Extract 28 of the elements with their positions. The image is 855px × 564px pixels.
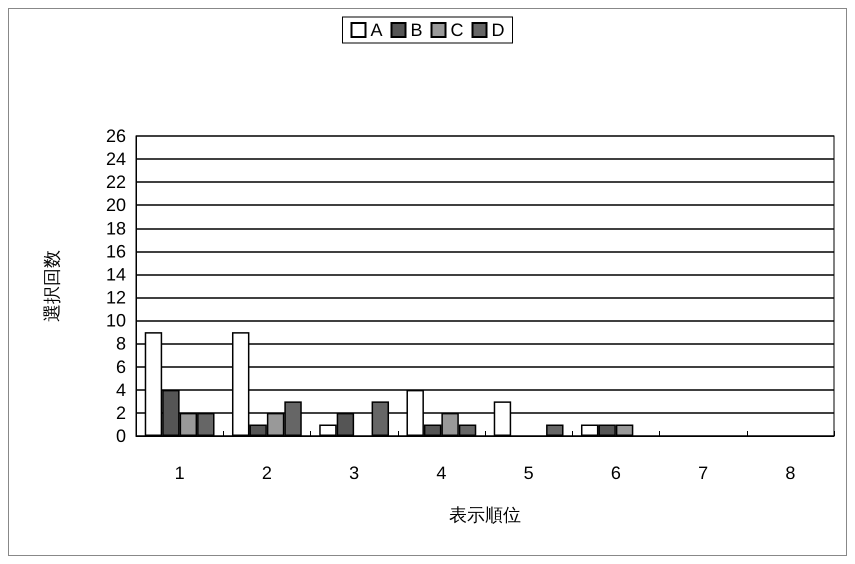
y-axis-title: 選択回数 (42, 250, 62, 322)
y-tick-label: 24 (106, 149, 126, 170)
x-tick-label: 7 (698, 463, 708, 483)
x-tick-label: 4 (436, 463, 446, 483)
y-tick-label: 4 (116, 380, 126, 400)
y-tick-label: 10 (106, 310, 126, 331)
y-tick-label: 6 (116, 356, 126, 377)
legend-label: C (450, 20, 464, 40)
y-tick-label: 18 (106, 218, 126, 238)
y-tick-label: 2 (116, 402, 126, 423)
x-tick-label: 6 (610, 463, 621, 483)
x-tick-label: 2 (262, 463, 272, 483)
y-tick-label: 20 (106, 195, 126, 216)
legend-label: D (492, 20, 505, 40)
y-tick-label: 12 (106, 288, 126, 308)
y-tick-label: 0 (116, 426, 126, 446)
legend-label: A (370, 20, 383, 40)
x-tick-label: 3 (349, 463, 360, 483)
x-axis-title: 表示順位 (449, 505, 521, 525)
y-tick-label: 26 (106, 126, 126, 146)
x-tick-label: 5 (524, 463, 534, 483)
y-tick-label: 16 (106, 241, 126, 262)
x-tick-label: 1 (174, 463, 185, 483)
y-tick-label: 22 (106, 172, 126, 192)
x-tick-label: 8 (785, 463, 796, 483)
y-tick-label: 8 (116, 334, 126, 354)
y-tick-label: 14 (106, 264, 126, 284)
legend-label: B (410, 20, 423, 40)
